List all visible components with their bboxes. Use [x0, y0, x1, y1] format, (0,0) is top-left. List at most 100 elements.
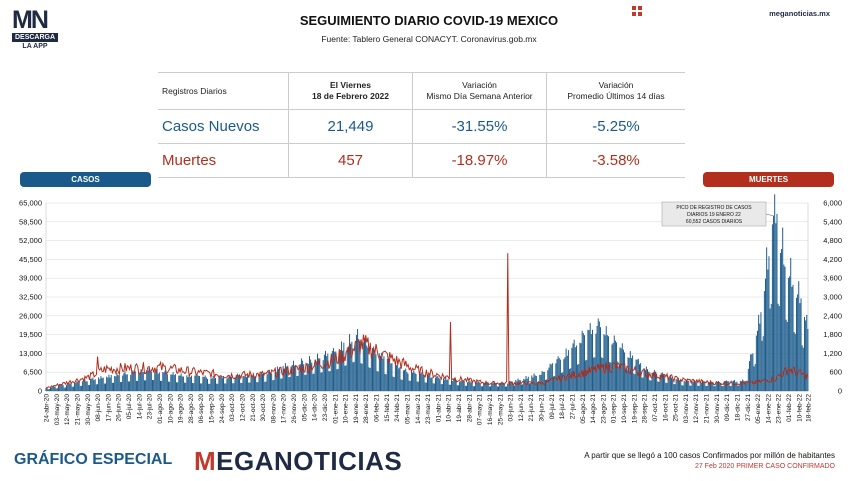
cases-bar — [179, 375, 181, 391]
cases-bar — [115, 376, 117, 391]
cases-bar — [680, 380, 682, 391]
cases-bar — [116, 373, 118, 391]
cases-bar — [500, 382, 502, 391]
cases-bar — [201, 383, 203, 391]
cases-bar — [146, 370, 148, 391]
stats-header-row: Registros Diarios El Viernes 18 de Febrer… — [158, 72, 685, 110]
cases-bar — [95, 384, 97, 391]
cases-bar — [306, 363, 308, 391]
y-right-tick-label: 3,000 — [823, 293, 842, 302]
cases-bar — [792, 284, 794, 391]
cases-bar — [507, 383, 509, 391]
x-tick-label: 10-ago-20 — [167, 394, 174, 424]
cases-bar — [130, 374, 132, 391]
cases-bar — [70, 384, 72, 391]
cases-bar — [533, 373, 535, 391]
cases-bar — [382, 358, 384, 391]
y-left-tick-label: 45,500 — [19, 255, 42, 264]
cases-bar — [511, 381, 513, 391]
cases-bar — [669, 375, 671, 391]
cases-bar — [64, 387, 66, 391]
cases-bar — [644, 370, 646, 391]
x-tick-label: 28-ago-20 — [188, 394, 195, 424]
x-tick-label: 05-ago-21 — [580, 394, 587, 424]
cases-bar — [575, 345, 577, 391]
x-tick-label: 03-may-20 — [54, 394, 61, 425]
cases-bar — [674, 384, 676, 391]
cases-bar — [50, 387, 51, 391]
cases-bar — [321, 372, 323, 391]
cases-bar — [620, 348, 622, 391]
cases-bar — [583, 335, 585, 391]
cases-bar — [114, 375, 116, 391]
cases-bar — [314, 359, 316, 391]
cases-bar — [284, 363, 286, 391]
x-tick-label: 12-nov-21 — [693, 394, 700, 424]
cases-bar — [160, 380, 161, 391]
cases-bar — [59, 385, 61, 391]
page-title: SEGUIMIENTO DIARIO COVID-19 MEXICO — [299, 13, 559, 28]
cases-bar — [282, 366, 284, 391]
site-link[interactable]: meganoticias.mx — [769, 9, 830, 18]
cases-bar — [508, 382, 510, 391]
cases-bar — [110, 374, 112, 391]
cases-bar — [352, 362, 354, 391]
cases-bar — [82, 381, 84, 391]
x-tick-label: 30-nov-21 — [714, 394, 721, 424]
cases-bar — [75, 383, 77, 391]
logo[interactable]: MN DESCARGA LA APP — [12, 8, 58, 50]
cases-bar — [643, 368, 645, 391]
cases-bar — [74, 382, 76, 391]
cases-bar — [688, 380, 690, 391]
cases-bar — [101, 378, 103, 391]
cases-bar — [798, 281, 800, 391]
y-left-tick-label: 0 — [38, 387, 42, 396]
cases-bar — [234, 377, 236, 391]
cases-bar — [522, 384, 524, 391]
cases-bar — [758, 314, 760, 391]
cases-bar — [197, 375, 199, 391]
cases-bar — [663, 374, 665, 391]
cases-bar — [414, 372, 416, 391]
cases-bar — [570, 368, 572, 391]
legend-cases: CASOS — [20, 172, 151, 187]
cases-bar — [471, 381, 473, 391]
cases-bar — [126, 374, 128, 391]
cases-bar — [784, 266, 786, 391]
cases-bar — [524, 379, 526, 391]
y-left-tick-label: 39,000 — [19, 274, 42, 283]
cases-bar — [272, 380, 274, 391]
cases-bar — [252, 372, 254, 391]
x-tick-label: 28-sep-21 — [642, 394, 649, 424]
cases-bar — [195, 375, 197, 391]
cases-bar — [567, 350, 569, 391]
x-tick-label: 28-ene-21 — [363, 394, 370, 424]
cases-bar — [600, 327, 601, 391]
cases-bar — [117, 375, 119, 391]
cases-bar — [746, 380, 748, 391]
cases-bar — [360, 363, 362, 391]
row-var-avg: -3.58% — [546, 143, 685, 178]
cases-bar — [786, 321, 788, 391]
cases-bar — [258, 374, 260, 391]
header-var-avg: Variación Promedio Últimos 14 días — [546, 72, 685, 110]
cases-bar — [745, 383, 747, 391]
cases-bar — [443, 378, 445, 391]
cases-bar — [545, 379, 546, 391]
cases-bar — [394, 365, 396, 391]
cases-bar — [589, 323, 591, 391]
cases-bar — [341, 341, 343, 391]
cases-bar — [261, 373, 263, 391]
cases-bar — [557, 356, 559, 391]
cases-bar — [67, 383, 69, 391]
cases-bar — [290, 366, 292, 391]
cases-bar — [296, 376, 298, 391]
cases-bar — [62, 385, 64, 391]
cases-bar — [137, 380, 139, 391]
cases-bar — [233, 383, 235, 391]
cases-bar — [734, 379, 736, 391]
cases-bar — [730, 385, 732, 391]
cases-bar — [273, 379, 275, 391]
x-tick-label: 10-sep-21 — [621, 394, 628, 424]
x-tick-label: 14-jul-20 — [136, 394, 143, 420]
